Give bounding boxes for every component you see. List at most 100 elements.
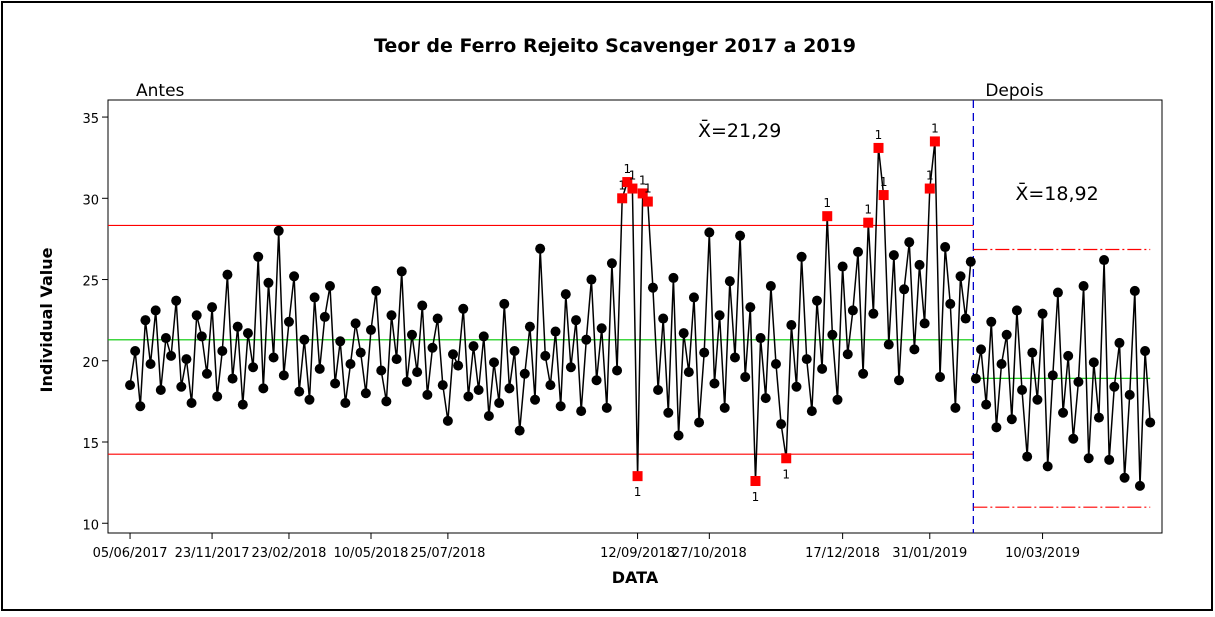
point	[1088, 357, 1099, 368]
point	[360, 388, 371, 399]
point	[150, 305, 161, 316]
point	[914, 259, 925, 270]
point	[919, 318, 930, 329]
point	[212, 391, 223, 402]
x-tick-label: 10/05/2018	[334, 546, 409, 561]
point	[1124, 389, 1135, 400]
point	[888, 250, 899, 261]
point	[406, 329, 417, 340]
point	[735, 230, 746, 241]
flagged-point	[822, 211, 833, 222]
point	[1001, 329, 1012, 340]
flagged-point	[627, 183, 638, 194]
point	[842, 349, 853, 360]
point	[883, 339, 894, 350]
point	[263, 277, 274, 288]
x-tick-label: 10/03/2019	[1005, 546, 1080, 561]
flag-label: 1	[931, 121, 939, 135]
point	[1083, 453, 1094, 464]
point	[268, 352, 279, 363]
point	[837, 261, 848, 272]
point	[719, 402, 730, 413]
y-tick-label: 30	[82, 193, 99, 208]
flagged-point	[878, 190, 889, 201]
x-tick-label: 05/06/2017	[93, 546, 168, 561]
point	[1037, 308, 1048, 319]
point	[714, 310, 725, 321]
point	[248, 362, 259, 373]
point	[612, 365, 623, 376]
flag-label: 1	[623, 162, 631, 176]
point	[396, 266, 407, 277]
point	[453, 360, 464, 371]
plot-area	[107, 99, 1163, 534]
flagged-point	[929, 136, 940, 147]
flag-label: 1	[644, 182, 652, 196]
point	[996, 359, 1007, 370]
point	[227, 373, 238, 384]
point	[478, 331, 489, 342]
point	[130, 346, 141, 357]
point	[904, 237, 915, 248]
point	[601, 402, 612, 413]
point	[299, 334, 310, 345]
point	[673, 430, 684, 441]
point	[181, 354, 192, 365]
point	[222, 269, 233, 280]
point	[1140, 346, 1151, 357]
point	[935, 372, 946, 383]
point	[668, 272, 679, 283]
x-axis-label: DATA	[612, 568, 659, 587]
point	[432, 313, 443, 324]
point	[770, 359, 781, 370]
point	[365, 324, 376, 335]
point	[340, 398, 351, 409]
point	[581, 334, 592, 345]
point	[535, 243, 546, 254]
x-tick-label: 12/09/2018	[600, 546, 675, 561]
point	[740, 372, 751, 383]
point	[273, 225, 284, 236]
point	[135, 401, 146, 412]
flag-label: 1	[880, 175, 888, 189]
point	[827, 329, 838, 340]
point	[811, 295, 822, 306]
point	[606, 258, 617, 269]
x-tick-label: 17/12/2018	[805, 546, 880, 561]
phase-label: Depois	[985, 81, 1043, 101]
point	[422, 389, 433, 400]
flag-label: 1	[634, 485, 642, 499]
point	[555, 401, 566, 412]
point	[160, 333, 171, 344]
point	[1017, 385, 1028, 396]
point	[171, 295, 182, 306]
point	[945, 298, 956, 309]
flagged-point	[863, 217, 874, 228]
point	[709, 378, 720, 389]
point	[699, 347, 710, 358]
point	[832, 394, 843, 405]
point	[688, 292, 699, 303]
flagged-point	[622, 177, 633, 188]
point	[817, 363, 828, 374]
y-tick-label: 10	[82, 518, 99, 533]
point	[1063, 350, 1074, 361]
point	[724, 276, 735, 287]
point	[427, 342, 438, 353]
point	[786, 320, 797, 331]
point	[412, 367, 423, 378]
point	[509, 346, 520, 357]
point	[242, 328, 253, 339]
point	[196, 331, 207, 342]
y-tick-label: 20	[82, 356, 99, 371]
point	[176, 381, 187, 392]
point	[755, 333, 766, 344]
flagged-point	[632, 471, 643, 482]
flag-label: 1	[875, 128, 883, 142]
point	[899, 284, 910, 295]
point	[806, 406, 817, 417]
point	[796, 251, 807, 262]
point	[417, 300, 428, 311]
mean-label: X̄=18,92	[1015, 181, 1098, 205]
point	[658, 313, 669, 324]
